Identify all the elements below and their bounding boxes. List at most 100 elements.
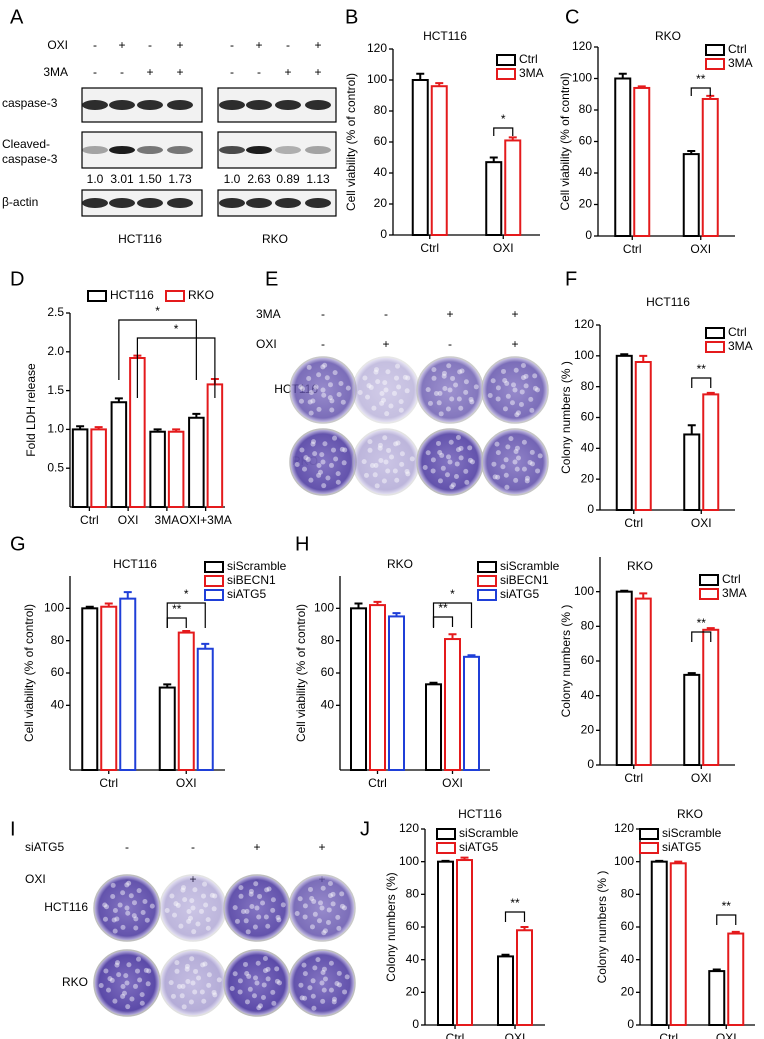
- y-tick-label: 20: [581, 723, 595, 737]
- blot-band: [137, 198, 163, 208]
- colony-spot: [168, 980, 174, 986]
- colony-spot: [373, 369, 379, 375]
- colony-spot: [307, 985, 313, 991]
- bar: [683, 433, 701, 512]
- blot-band: [219, 100, 245, 110]
- colony-spot: [427, 400, 433, 406]
- colony-spot: [180, 983, 186, 989]
- colony-spot: [244, 999, 250, 1005]
- colony-spot: [315, 957, 321, 963]
- y-tick-label: 40: [579, 165, 593, 179]
- colony-spot: [505, 444, 511, 450]
- colony-spot: [327, 893, 333, 899]
- colony-spot: [109, 977, 115, 983]
- colony-spot: [320, 969, 326, 975]
- colony-spot: [453, 474, 459, 480]
- colony-spot: [529, 407, 535, 413]
- y-tick-label: 80: [581, 619, 595, 633]
- colony-spot: [200, 962, 206, 968]
- colony-spot: [447, 459, 453, 465]
- chart-title: HCT116: [423, 29, 467, 43]
- colony-spot: [463, 389, 469, 395]
- legend-label: siScramble: [662, 826, 722, 840]
- colony-spot: [374, 367, 380, 373]
- error-bar: [85, 605, 94, 609]
- colony-spot: [265, 966, 271, 972]
- colony-spot: [302, 971, 308, 977]
- error-bar: [501, 953, 510, 957]
- colony-spot: [334, 980, 340, 986]
- x-tick-label: OXI+3MA: [179, 513, 231, 527]
- colony-plate: [288, 874, 356, 942]
- colony-spot: [467, 457, 473, 463]
- legend-label: siScramble: [227, 559, 287, 573]
- colony-spot: [174, 968, 180, 974]
- error-bar: [416, 72, 425, 80]
- colony-spot: [193, 968, 199, 974]
- bar: [188, 416, 205, 509]
- y-tick-label: 0: [380, 227, 387, 241]
- legend-label: RKO: [188, 288, 214, 302]
- colony-spot: [504, 380, 510, 386]
- legend-swatch: [204, 561, 224, 573]
- chart-title: HCT116: [458, 807, 502, 821]
- colony-spot: [240, 909, 246, 915]
- error-bar: [637, 85, 646, 88]
- condition-label: OXI: [256, 337, 277, 351]
- colony-spot: [330, 901, 336, 907]
- colony-spot: [431, 375, 437, 381]
- colony-spot: [313, 384, 319, 390]
- condition-label: 3MA: [43, 65, 68, 79]
- y-tick-label: 0: [587, 502, 594, 516]
- legend-swatch: [705, 44, 725, 56]
- colony-spot: [276, 917, 282, 923]
- colony-spot: [181, 1004, 187, 1010]
- colony-spot: [143, 967, 149, 973]
- colony-spot: [175, 902, 181, 908]
- legend-label: siATG5: [500, 587, 539, 601]
- colony-spot: [513, 448, 519, 454]
- colony-spot: [312, 451, 318, 457]
- colony-spot: [513, 477, 519, 483]
- bar: [702, 628, 720, 766]
- colony-spot: [322, 976, 328, 982]
- error-bar: [76, 425, 85, 430]
- colony-spot: [176, 984, 182, 990]
- colony-spot: [253, 975, 259, 981]
- colony-spot: [393, 375, 399, 381]
- colony-spot: [437, 390, 443, 396]
- condition-label: 3MA: [256, 307, 281, 321]
- error-bar: [639, 592, 648, 599]
- colony-spot: [322, 928, 328, 934]
- colony-spot: [512, 459, 518, 465]
- colony-spot: [450, 482, 456, 488]
- colony-spot: [500, 368, 506, 374]
- y-tick-label: 80: [51, 633, 65, 647]
- colony-spot: [335, 479, 341, 485]
- colony-spot: [307, 886, 313, 892]
- colony-spot: [513, 367, 519, 373]
- colony-spot: [329, 462, 335, 468]
- colony-spot: [324, 375, 330, 381]
- y-tick-label: 40: [321, 698, 335, 712]
- colony-spot: [535, 468, 541, 474]
- colony-spot: [256, 1005, 262, 1011]
- legend-label: 3MA: [722, 586, 747, 600]
- colony-spot: [123, 973, 129, 979]
- colony-spot: [524, 478, 530, 484]
- colony-spot: [316, 918, 322, 924]
- legend-swatch: [87, 290, 107, 302]
- colony-spot: [330, 891, 336, 897]
- legend-swatch: [477, 589, 497, 601]
- colony-spot: [404, 468, 410, 474]
- colony-spot: [425, 387, 431, 393]
- colony-spot: [299, 995, 305, 1001]
- colony-spot: [170, 993, 176, 999]
- colony-spot: [500, 464, 506, 470]
- colony-spot: [169, 893, 175, 899]
- legend-label: siATG5: [227, 587, 266, 601]
- condition-sign: +: [176, 38, 183, 52]
- colony-spot: [308, 410, 314, 416]
- colony-spot: [328, 987, 334, 993]
- bar: [81, 607, 99, 771]
